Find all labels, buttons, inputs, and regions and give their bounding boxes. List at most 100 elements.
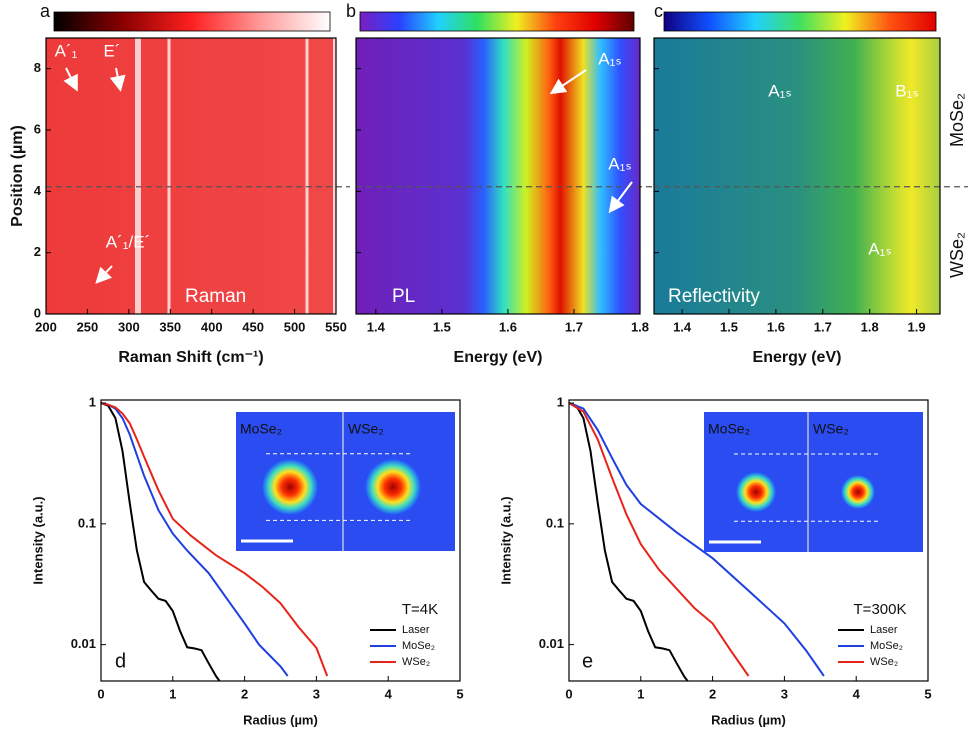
heatmap [46,38,336,314]
y-tick-label: 4 [34,183,42,198]
y-tick-label: 0.01 [71,636,96,651]
panel-label: d [115,650,126,672]
x-tick-label: 1.4 [367,319,386,334]
line [101,402,221,681]
x-tick-label: 200 [35,319,57,334]
annotation: A´₁ [55,41,78,60]
heatmap-feature [135,38,141,314]
y-axis-title: Intensity (a.u.) [30,496,45,584]
x-tick-label: 1.5 [433,319,451,334]
x-tick-label: 2 [241,686,248,701]
colorbar [53,11,331,32]
y-tick-label: 1 [89,394,96,409]
legend-label: Laser [870,624,898,636]
legend-label: MoSe₂ [402,640,435,652]
y-tick-label: 1 [557,394,564,409]
x-axis-title: Raman Shift (cm⁻¹) [118,349,263,366]
line [101,402,329,677]
annotation-arrow [63,67,78,92]
plot-frame [45,37,337,315]
heatmap-feature [305,38,309,314]
annotation: A₁ₛ [868,239,891,258]
annotation-arrow [549,69,587,95]
x-tick-label: 5 [456,686,463,701]
y-tick-label: 8 [34,60,41,75]
x-tick-label: 400 [201,319,223,334]
x-axis-title: Radius (µm) [711,712,786,727]
x-tick-label: 550 [325,319,347,334]
panel-label: a [40,1,51,21]
x-tick-label: 1 [169,686,176,701]
x-tick-label: 450 [242,319,264,334]
y-tick-label: 2 [34,244,41,259]
annotation: T=4K [402,601,438,618]
x-tick-label: 0 [565,686,572,701]
panel-label: e [582,650,593,672]
inset-spot [365,459,421,515]
inset-spot [262,459,318,515]
annotation: A₁ₛ [608,154,631,173]
y-tick-label: 0.1 [78,515,96,530]
x-tick-label: 3 [781,686,788,701]
inset-label: MoSe₂ [240,421,282,437]
y-tick-label: 0.1 [546,515,564,530]
x-tick-label: 1.8 [861,319,879,334]
legend-label: Laser [402,624,430,636]
x-tick-label: 1 [637,686,644,701]
colorbar [359,11,635,32]
x-tick-label: 350 [159,319,181,334]
heatmap-feature [333,38,341,314]
x-tick-label: 1.9 [908,319,926,334]
side-label: MoSe₂ [947,93,967,147]
legend-label: WSe₂ [402,656,430,668]
annotation: T=300K [854,601,907,618]
inset-spot [736,472,776,512]
annotation: A₁ₛ [598,49,621,68]
x-tick-label: 500 [284,319,306,334]
inset-label: WSe₂ [348,421,384,437]
inset-label: WSe₂ [813,421,849,437]
panel-tag: PL [392,286,415,307]
annotation-arrow [608,181,633,214]
y-tick-label: 0.01 [539,636,564,651]
legend-label: WSe₂ [870,656,898,668]
x-tick-label: 1.7 [565,319,583,334]
x-tick-label: 300 [118,319,140,334]
annotation: A´₁/E´ [106,232,150,251]
plot-frame [653,37,941,315]
y-tick-label: 6 [34,121,41,136]
line [569,402,750,677]
legend-label: MoSe₂ [870,640,903,652]
x-tick-label: 3 [313,686,320,701]
y-axis-title: Intensity (a.u.) [498,496,513,584]
x-tick-label: 0 [97,686,104,701]
x-tick-label: 2 [709,686,716,701]
x-tick-label: 5 [924,686,931,701]
x-tick-label: 250 [77,319,99,334]
inset-label: MoSe₂ [708,421,750,437]
x-tick-label: 4 [853,686,861,701]
heatmap [654,38,940,314]
inset-spot [841,475,875,509]
plot-frame [355,37,641,315]
annotation: B₁ₛ [895,81,918,100]
panel-tag: Reflectivity [668,286,760,307]
x-tick-label: 1.6 [767,319,785,334]
panel-tag: Raman [185,286,246,307]
x-tick-label: 1.6 [499,319,517,334]
annotation-arrow [109,67,126,92]
panel-label: c [654,1,663,21]
line [101,402,289,677]
plot-frame [100,399,461,682]
x-tick-label: 1.4 [673,319,692,334]
panel-label: b [346,1,356,21]
x-tick-label: 1.5 [720,319,738,334]
x-tick-label: 1.8 [631,319,649,334]
x-axis-title: Energy (eV) [753,349,842,366]
side-label: WSe₂ [947,232,967,278]
annotation-arrow [95,265,113,284]
y-axis-title: Position (µm) [9,125,26,227]
colorbar [663,11,937,32]
heatmap [356,38,640,314]
